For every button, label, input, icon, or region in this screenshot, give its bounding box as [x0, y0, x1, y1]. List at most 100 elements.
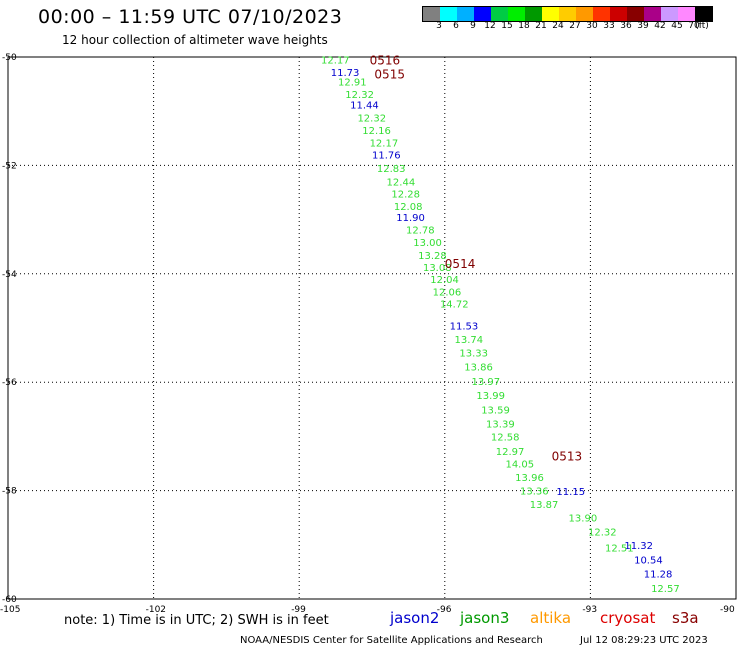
legend-label: 24: [552, 21, 564, 31]
x-tick-label: -90: [720, 605, 735, 615]
x-tick-label: -96: [437, 605, 452, 615]
map-subtitle: 12 hour collection of altimeter wave hei…: [62, 33, 328, 47]
y-tick-label: -58: [2, 487, 17, 497]
wave-height-label: 12.17: [321, 56, 350, 67]
wave-height-label: 13.87: [530, 500, 559, 511]
satellite-label-jason3: jason3: [460, 609, 510, 627]
wave-height-label: 12.57: [651, 584, 680, 595]
legend-swatch: [525, 7, 542, 21]
legend-label: 6: [453, 21, 459, 31]
y-tick-label: -56: [2, 378, 17, 388]
legend-label: 12: [484, 21, 496, 31]
wave-height-label: 12.97: [496, 447, 525, 458]
legend-label: 27: [569, 21, 581, 31]
wave-height-label: 12.06: [433, 288, 462, 299]
wave-height-label: 12.51: [605, 544, 634, 555]
wave-height-label: 13.96: [515, 473, 544, 484]
satellite-label-s3a: s3a: [672, 609, 699, 627]
wave-height-label: 12.04: [430, 275, 459, 286]
note-text: note: 1) Time is in UTC; 2) SWH is in fe…: [64, 613, 329, 628]
wave-height-label: 11.44: [350, 101, 379, 112]
wave-height-label: 13.74: [455, 335, 484, 346]
wave-height-label: 13.33: [459, 348, 488, 359]
map-title: 00:00 – 11:59 UTC 07/10/2023: [38, 6, 343, 28]
y-tick-label: -60: [2, 595, 17, 605]
legend-swatch: [491, 7, 508, 21]
x-tick-label: -105: [0, 605, 20, 615]
legend-swatch: [457, 7, 474, 21]
satellite-label-cryosat: cryosat: [600, 609, 656, 627]
wave-height-label: 13.00: [413, 238, 442, 249]
wave-height-label: 11.32: [624, 541, 653, 552]
satellite-label-altika: altika: [530, 609, 572, 627]
wave-height-label: 12.78: [406, 225, 435, 236]
wave-height-label: 11.15: [556, 487, 585, 498]
legend-swatch: [593, 7, 610, 21]
pass-number-label: 0514: [445, 257, 476, 271]
wave-height-label: 12.16: [362, 126, 391, 137]
pass-number-label: 0513: [552, 449, 583, 463]
legend-swatch: [627, 7, 644, 21]
legend-swatch: [542, 7, 559, 21]
legend-label: 33: [603, 21, 615, 31]
wave-height-label: 14.05: [505, 460, 534, 471]
legend-swatch: [559, 7, 576, 21]
wave-height-label: 12.28: [391, 190, 420, 201]
footer-credit: NOAA/NESDIS Center for Satellite Applica…: [240, 635, 543, 646]
legend-swatch: [576, 7, 593, 21]
legend-swatch: [440, 7, 457, 21]
legend-swatch: [423, 7, 440, 21]
wave-height-label: 13.39: [486, 419, 515, 430]
satellite-label-jason2: jason2: [390, 609, 440, 627]
legend-label: 39: [637, 21, 649, 31]
y-tick-label: -54: [2, 270, 17, 280]
legend-label: 21: [535, 21, 547, 31]
legend-swatch: [661, 7, 678, 21]
wave-height-label: 13.86: [464, 362, 493, 373]
pass-number-label: 0516: [370, 54, 401, 68]
wave-height-label: 12.08: [394, 202, 423, 213]
x-tick-label: -102: [146, 605, 166, 615]
pass-number-label: 0515: [374, 67, 405, 81]
legend-swatch: [508, 7, 525, 21]
wave-height-label: 11.28: [644, 570, 673, 581]
legend-swatch: [610, 7, 627, 21]
x-tick-label: -93: [582, 605, 597, 615]
wave-height-label: 11.53: [450, 321, 479, 332]
legend-label: 45: [671, 21, 683, 31]
color-legend: [422, 6, 713, 22]
wave-height-label: 13.99: [476, 391, 505, 402]
wave-height-label: 13.90: [569, 514, 598, 525]
y-tick-label: -52: [2, 161, 17, 171]
wave-height-label: 12.44: [387, 178, 416, 189]
wave-height-label: 13.36: [520, 487, 549, 498]
legend-label: 70: [688, 21, 700, 31]
wave-height-label: 12.58: [491, 432, 520, 443]
wave-height-label: 11.73: [331, 68, 360, 79]
legend-label: 42: [654, 21, 666, 31]
y-tick-label: -50: [2, 53, 17, 63]
legend-swatch: [474, 7, 491, 21]
legend-swatch: [644, 7, 661, 21]
wave-height-label: 14.72: [440, 300, 469, 311]
wave-height-label: 12.32: [345, 90, 374, 101]
legend-swatch: [678, 7, 695, 21]
wave-height-label: 13.28: [418, 251, 447, 262]
x-tick-label: -99: [291, 605, 306, 615]
wave-height-label: 12.91: [338, 77, 367, 88]
legend-swatch: [695, 7, 712, 21]
wave-height-label: 12.83: [377, 164, 406, 175]
wave-height-label: 12.32: [357, 114, 386, 125]
legend-label: 30: [586, 21, 598, 31]
legend-label: 18: [518, 21, 530, 31]
plot-frame: [7, 56, 737, 600]
wave-height-label: 12.17: [370, 139, 399, 150]
wave-height-label: 11.90: [396, 213, 425, 224]
wave-height-label: 10.54: [634, 555, 663, 566]
legend-label: 15: [501, 21, 513, 31]
wave-height-label: 13.97: [471, 377, 500, 388]
wave-height-label: 12.32: [588, 527, 617, 538]
legend-label: 3: [436, 21, 442, 31]
wave-height-label: 13.59: [481, 405, 510, 416]
